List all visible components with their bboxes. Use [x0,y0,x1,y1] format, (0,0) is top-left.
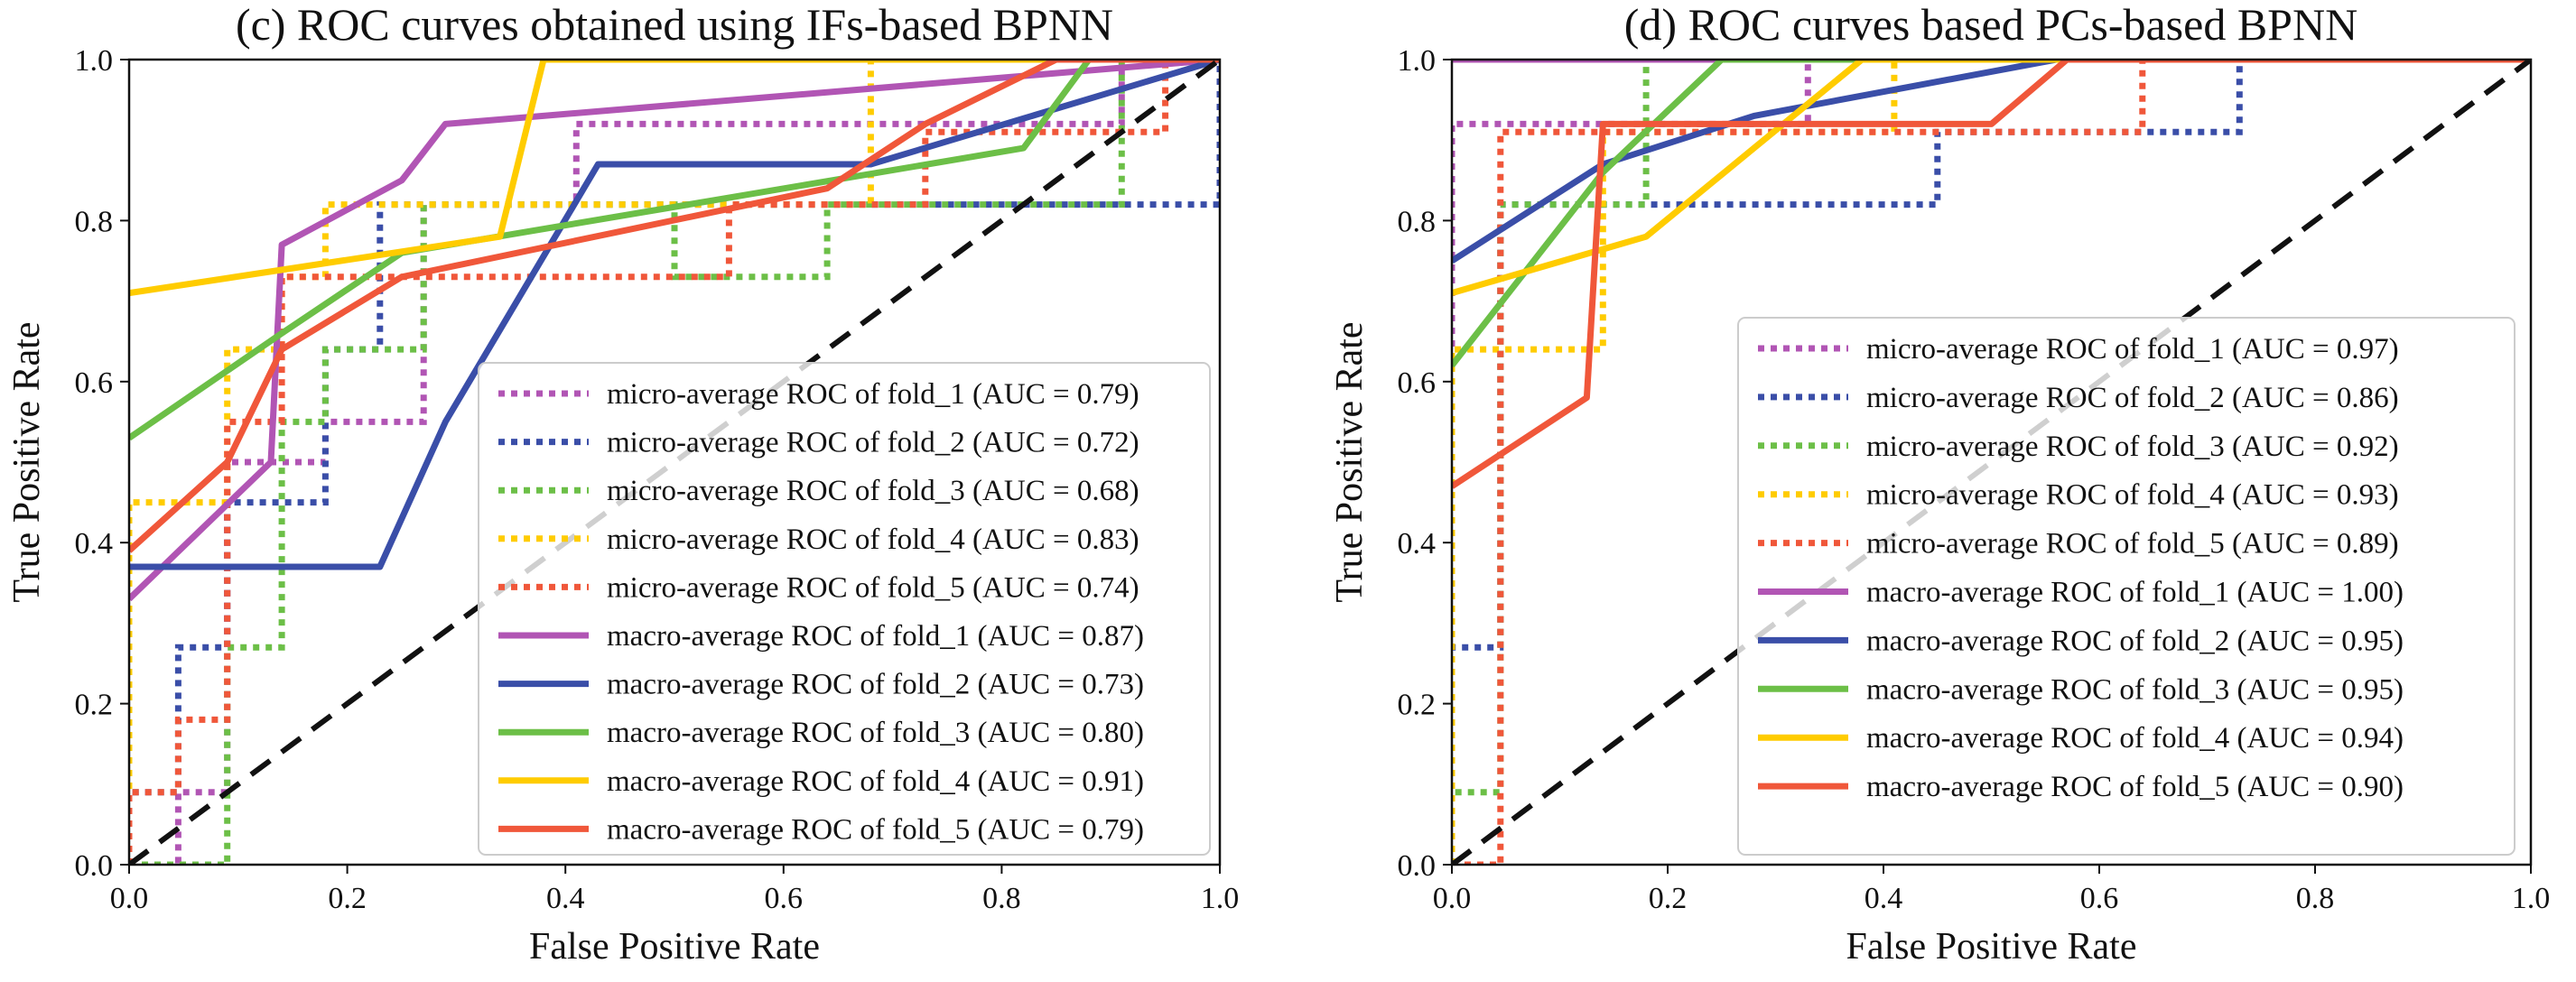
plot-area [129,60,1220,865]
plot-frame [127,58,1222,866]
y-tick-label: 0.2 [75,689,114,722]
y-tick-label: 1.0 [75,44,114,78]
micro-roc-line-fold-1 [129,60,1220,865]
x-axis-label: False Positive Rate [529,926,820,968]
y-axis-label: True Positive Rate [6,321,48,602]
legend-label: micro-average ROC of fold_4 (AUC = 0.93) [1866,479,2399,512]
chart-title: (d) ROC curves based PCs-based BPNN [1624,0,2357,50]
y-axis-label: True Positive Rate [1329,321,1371,602]
x-tick-label: 1.0 [1201,882,1240,915]
legend-label: micro-average ROC of fold_1 (AUC = 0.79) [607,378,1139,411]
legend-label: micro-average ROC of fold_5 (AUC = 0.89) [1866,528,2399,560]
y-tick-label: 0.4 [1398,527,1437,560]
macro-roc-line-fold-2 [129,60,1220,570]
legend-label: micro-average ROC of fold_4 (AUC = 0.83) [607,523,1139,556]
x-tick-label: 0.8 [982,882,1021,915]
macro-roc-line-fold-1 [129,60,1220,602]
x-tick-label: 0.0 [1433,882,1472,915]
roc-panel-1: (c) ROC curves obtained using IFs-based … [6,0,1239,968]
x-tick-label: 0.4 [546,882,585,915]
x-tick-label: 0.6 [2080,882,2119,915]
legend-label: micro-average ROC of fold_3 (AUC = 0.92) [1866,431,2399,463]
y-tick-label: 0.0 [75,849,114,883]
y-tick-label: 1.0 [1398,44,1437,78]
legend-label: micro-average ROC of fold_5 (AUC = 0.74) [607,571,1139,604]
legend-label: micro-average ROC of fold_3 (AUC = 0.68) [607,475,1139,507]
x-axis-label: False Positive Rate [1846,926,2137,968]
micro-roc-line-fold-3 [129,60,1220,865]
x-tick-label: 0.2 [328,882,367,915]
legend-label: macro-average ROC of fold_4 (AUC = 0.91) [607,765,1144,798]
y-tick-label: 0.6 [75,366,114,400]
plot-area [1452,60,2531,865]
y-tick-label: 0.2 [1398,689,1437,722]
legend-label: macro-average ROC of fold_5 (AUC = 0.90) [1866,771,2404,803]
legend-label: macro-average ROC of fold_2 (AUC = 0.73) [607,669,1144,701]
x-tick-label: 0.4 [1865,882,1903,915]
macro-roc-line-fold-4 [1452,60,2531,297]
y-tick-label: 0.6 [1398,366,1437,400]
y-tick-label: 0.8 [1398,205,1437,238]
legend-box [1737,317,2516,856]
x-tick-label: 0.0 [110,882,149,915]
plot-frame [1450,58,2533,866]
legend-label: micro-average ROC of fold_2 (AUC = 0.72) [607,427,1139,459]
x-tick-label: 0.6 [765,882,804,915]
chance-diagonal-line [1452,60,2531,865]
x-tick-label: 0.8 [2296,882,2335,915]
macro-roc-line-fold-5 [129,60,1220,553]
macro-roc-line-fold-4 [129,60,1220,297]
macro-roc-line-fold-2 [1452,60,2531,264]
y-tick-label: 0.8 [75,205,114,238]
legend-label: macro-average ROC of fold_3 (AUC = 0.80) [607,717,1144,749]
chart-title: (c) ROC curves obtained using IFs-based … [236,0,1113,50]
legend: micro-average ROC of fold_1 (AUC = 0.97)… [1737,317,2516,856]
x-tick-label: 1.0 [2512,882,2551,915]
legend-label: micro-average ROC of fold_2 (AUC = 0.86) [1866,382,2399,414]
y-tick-label: 0.0 [1398,849,1437,883]
macro-roc-line-fold-3 [129,60,1220,441]
micro-roc-line-fold-5 [1452,60,2531,865]
legend-label: macro-average ROC of fold_1 (AUC = 0.87) [607,620,1144,653]
legend-box [478,362,1211,856]
legend-label: micro-average ROC of fold_1 (AUC = 0.97) [1866,333,2399,366]
legend-label: macro-average ROC of fold_4 (AUC = 0.94) [1866,722,2404,755]
y-tick-label: 0.4 [75,527,114,560]
legend-label: macro-average ROC of fold_1 (AUC = 1.00) [1866,577,2404,609]
legend-label: macro-average ROC of fold_3 (AUC = 0.95) [1866,673,2404,706]
roc-panel-2: (d) ROC curves based PCs-based BPNN False… [1329,0,2550,968]
legend-label: macro-average ROC of fold_2 (AUC = 0.95) [1866,625,2404,657]
macro-roc-line-fold-5 [1452,60,2531,489]
legend: micro-average ROC of fold_1 (AUC = 0.79)… [478,362,1211,856]
x-tick-label: 0.2 [1649,882,1688,915]
micro-roc-line-fold-2 [1452,60,2531,865]
legend-label: macro-average ROC of fold_5 (AUC = 0.79) [607,813,1144,846]
